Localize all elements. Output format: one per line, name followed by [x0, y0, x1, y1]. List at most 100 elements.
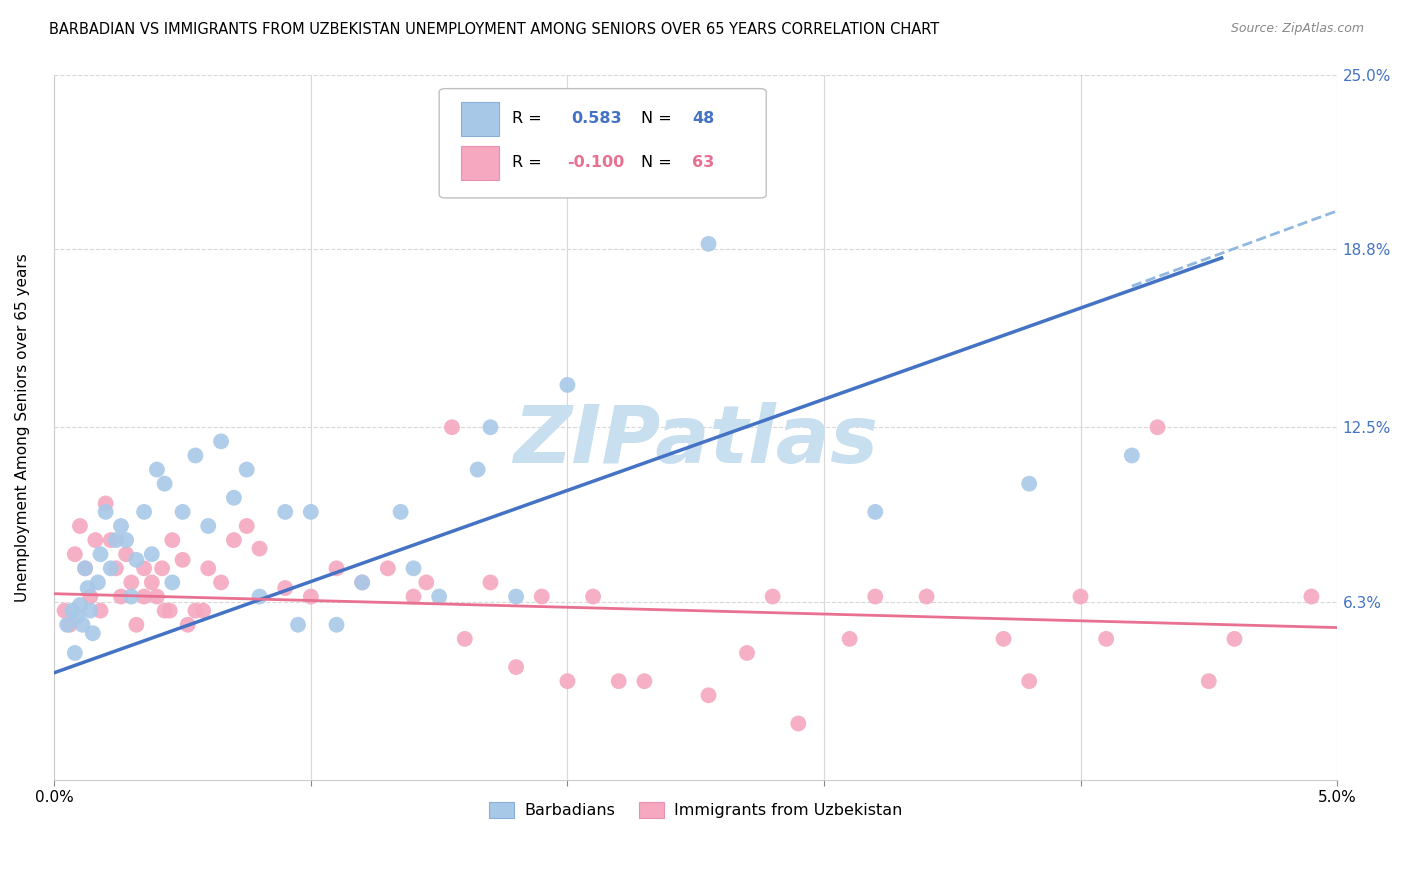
Immigrants from Uzbekistan	[633, 674, 655, 689]
Barbadians	[153, 476, 176, 491]
Immigrants from Uzbekistan	[479, 575, 502, 590]
FancyBboxPatch shape	[461, 102, 499, 136]
Immigrants from Uzbekistan	[299, 590, 322, 604]
Barbadians	[325, 617, 347, 632]
Immigrants from Uzbekistan	[557, 674, 579, 689]
Immigrants from Uzbekistan	[440, 420, 463, 434]
Immigrants from Uzbekistan	[191, 604, 214, 618]
Barbadians	[87, 575, 110, 590]
Text: -0.100: -0.100	[568, 155, 624, 170]
Barbadians	[352, 575, 374, 590]
Immigrants from Uzbekistan	[172, 553, 194, 567]
Immigrants from Uzbekistan	[104, 561, 127, 575]
Text: R =: R =	[512, 155, 547, 170]
Barbadians	[235, 462, 257, 476]
Barbadians	[287, 617, 309, 632]
Barbadians	[79, 604, 101, 618]
Immigrants from Uzbekistan	[209, 575, 232, 590]
Immigrants from Uzbekistan	[59, 617, 82, 632]
Immigrants from Uzbekistan	[153, 604, 176, 618]
Barbadians	[1121, 449, 1143, 463]
Immigrants from Uzbekistan	[352, 575, 374, 590]
Immigrants from Uzbekistan	[607, 674, 630, 689]
Immigrants from Uzbekistan	[415, 575, 437, 590]
Immigrants from Uzbekistan	[100, 533, 122, 547]
Barbadians	[172, 505, 194, 519]
Barbadians	[69, 598, 91, 612]
Immigrants from Uzbekistan	[1146, 420, 1168, 434]
Barbadians	[132, 505, 155, 519]
Barbadians	[274, 505, 297, 519]
Barbadians	[249, 590, 271, 604]
Barbadians	[75, 561, 97, 575]
Barbadians	[76, 581, 98, 595]
Barbadians	[209, 434, 232, 449]
Barbadians	[184, 449, 207, 463]
Barbadians	[402, 561, 425, 575]
Immigrants from Uzbekistan	[146, 590, 169, 604]
Immigrants from Uzbekistan	[1223, 632, 1246, 646]
Immigrants from Uzbekistan	[915, 590, 938, 604]
Barbadians	[479, 420, 502, 434]
Immigrants from Uzbekistan	[84, 533, 107, 547]
Barbadians	[63, 646, 86, 660]
Barbadians	[1018, 476, 1040, 491]
Immigrants from Uzbekistan	[89, 604, 111, 618]
Barbadians	[82, 626, 104, 640]
Text: 48: 48	[692, 112, 714, 127]
Immigrants from Uzbekistan	[132, 590, 155, 604]
Barbadians	[299, 505, 322, 519]
Barbadians	[222, 491, 245, 505]
Immigrants from Uzbekistan	[762, 590, 785, 604]
Immigrants from Uzbekistan	[79, 590, 101, 604]
Immigrants from Uzbekistan	[53, 604, 76, 618]
Text: N =: N =	[641, 155, 676, 170]
Immigrants from Uzbekistan	[249, 541, 271, 556]
Immigrants from Uzbekistan	[787, 716, 810, 731]
Immigrants from Uzbekistan	[162, 533, 184, 547]
Barbadians	[115, 533, 138, 547]
Immigrants from Uzbekistan	[115, 547, 138, 561]
Immigrants from Uzbekistan	[125, 617, 148, 632]
Immigrants from Uzbekistan	[402, 590, 425, 604]
Text: R =: R =	[512, 112, 547, 127]
Barbadians	[557, 378, 579, 392]
Immigrants from Uzbekistan	[1198, 674, 1220, 689]
Barbadians	[146, 462, 169, 476]
Immigrants from Uzbekistan	[63, 547, 86, 561]
Y-axis label: Unemployment Among Seniors over 65 years: Unemployment Among Seniors over 65 years	[15, 252, 30, 601]
Barbadians	[100, 561, 122, 575]
Text: ZIPatlas: ZIPatlas	[513, 402, 879, 481]
Immigrants from Uzbekistan	[697, 688, 720, 702]
Immigrants from Uzbekistan	[1018, 674, 1040, 689]
Text: Source: ZipAtlas.com: Source: ZipAtlas.com	[1230, 22, 1364, 36]
Barbadians	[467, 462, 489, 476]
Immigrants from Uzbekistan	[132, 561, 155, 575]
Immigrants from Uzbekistan	[274, 581, 297, 595]
Immigrants from Uzbekistan	[159, 604, 181, 618]
Immigrants from Uzbekistan	[530, 590, 553, 604]
Barbadians	[427, 590, 450, 604]
Immigrants from Uzbekistan	[505, 660, 527, 674]
Barbadians	[120, 590, 142, 604]
Barbadians	[94, 505, 117, 519]
FancyBboxPatch shape	[439, 88, 766, 198]
Immigrants from Uzbekistan	[377, 561, 399, 575]
Barbadians	[110, 519, 132, 533]
Immigrants from Uzbekistan	[1301, 590, 1323, 604]
Immigrants from Uzbekistan	[69, 519, 91, 533]
Barbadians	[125, 553, 148, 567]
Immigrants from Uzbekistan	[120, 575, 142, 590]
Immigrants from Uzbekistan	[141, 575, 163, 590]
Immigrants from Uzbekistan	[235, 519, 257, 533]
Immigrants from Uzbekistan	[184, 604, 207, 618]
FancyBboxPatch shape	[461, 145, 499, 179]
Immigrants from Uzbekistan	[177, 617, 200, 632]
Immigrants from Uzbekistan	[110, 590, 132, 604]
Barbadians	[197, 519, 219, 533]
Barbadians	[89, 547, 111, 561]
Immigrants from Uzbekistan	[735, 646, 758, 660]
Text: 63: 63	[692, 155, 714, 170]
Immigrants from Uzbekistan	[197, 561, 219, 575]
Barbadians	[865, 505, 887, 519]
